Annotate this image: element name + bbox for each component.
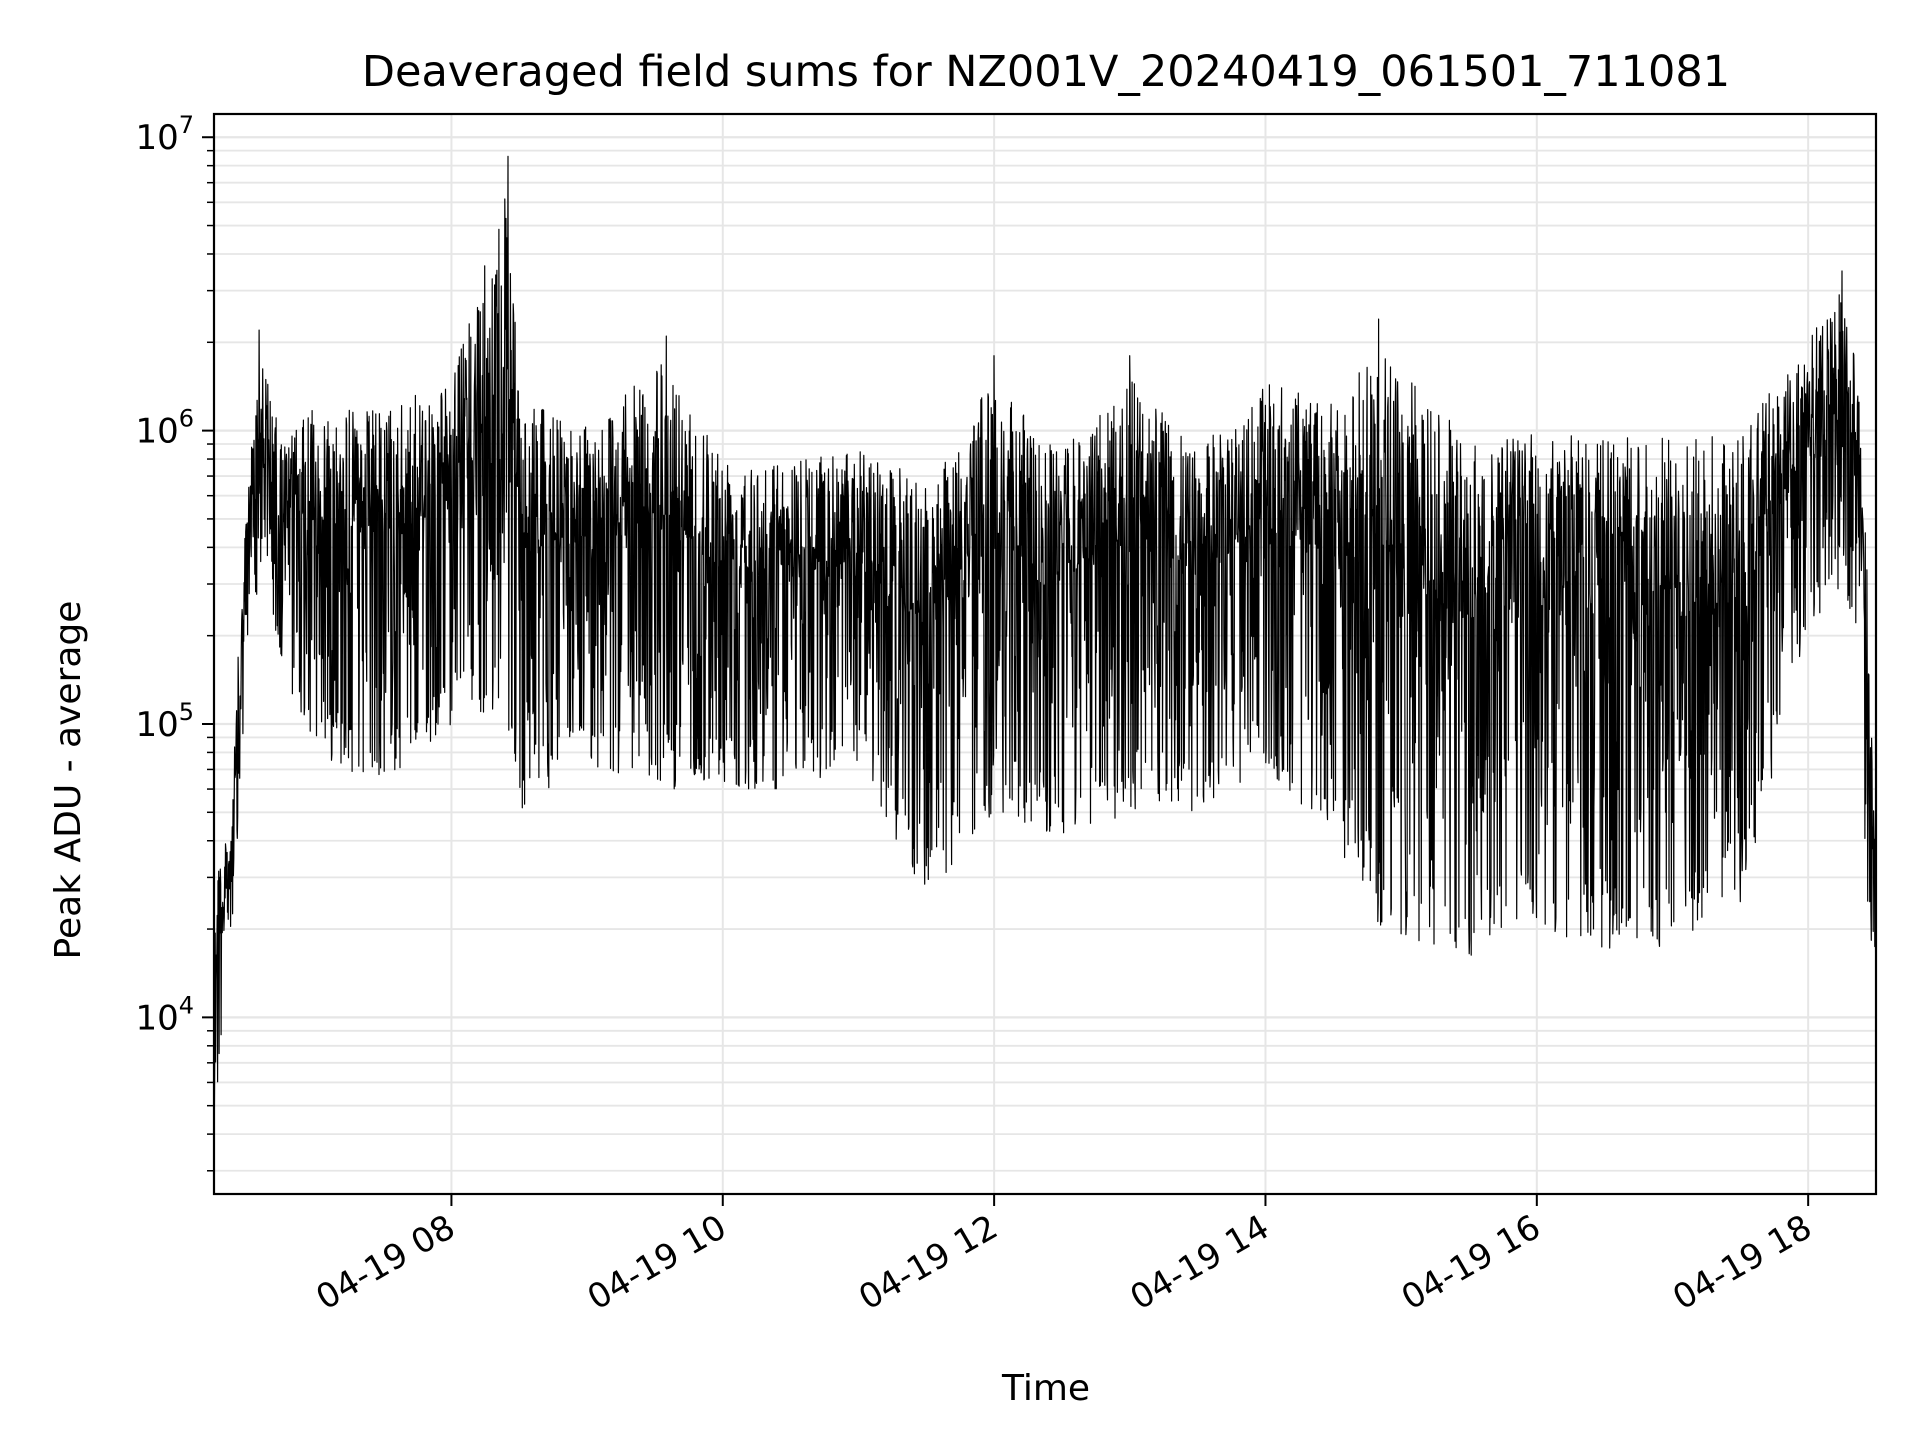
y-tick-label: 106	[135, 405, 194, 452]
y-tick-exponent: 5	[179, 698, 194, 726]
y-tick-exponent: 6	[179, 405, 194, 433]
axes	[212, 112, 1878, 1196]
chart-title: Deaveraged field sums for NZ001V_2024041…	[362, 47, 1730, 97]
y-tick-base: 10	[135, 412, 178, 452]
data-series	[213, 155, 1877, 1108]
plot-frame	[212, 112, 1878, 1196]
x-axis-label: Time	[1001, 1368, 1090, 1409]
grid-lines	[214, 114, 1876, 1194]
y-tick-base: 10	[135, 118, 178, 158]
y-tick-label: 104	[135, 991, 194, 1038]
y-tick-base: 10	[135, 705, 178, 745]
y-tick-base: 10	[135, 998, 178, 1038]
y-tick-exponent: 7	[179, 111, 194, 139]
y-tick-exponent: 4	[179, 991, 194, 1019]
y-tick-label: 105	[135, 698, 194, 745]
y-axis-label: Peak ADU - average	[48, 601, 89, 960]
series-line	[213, 155, 1877, 1108]
y-tick-label: 107	[135, 111, 194, 158]
